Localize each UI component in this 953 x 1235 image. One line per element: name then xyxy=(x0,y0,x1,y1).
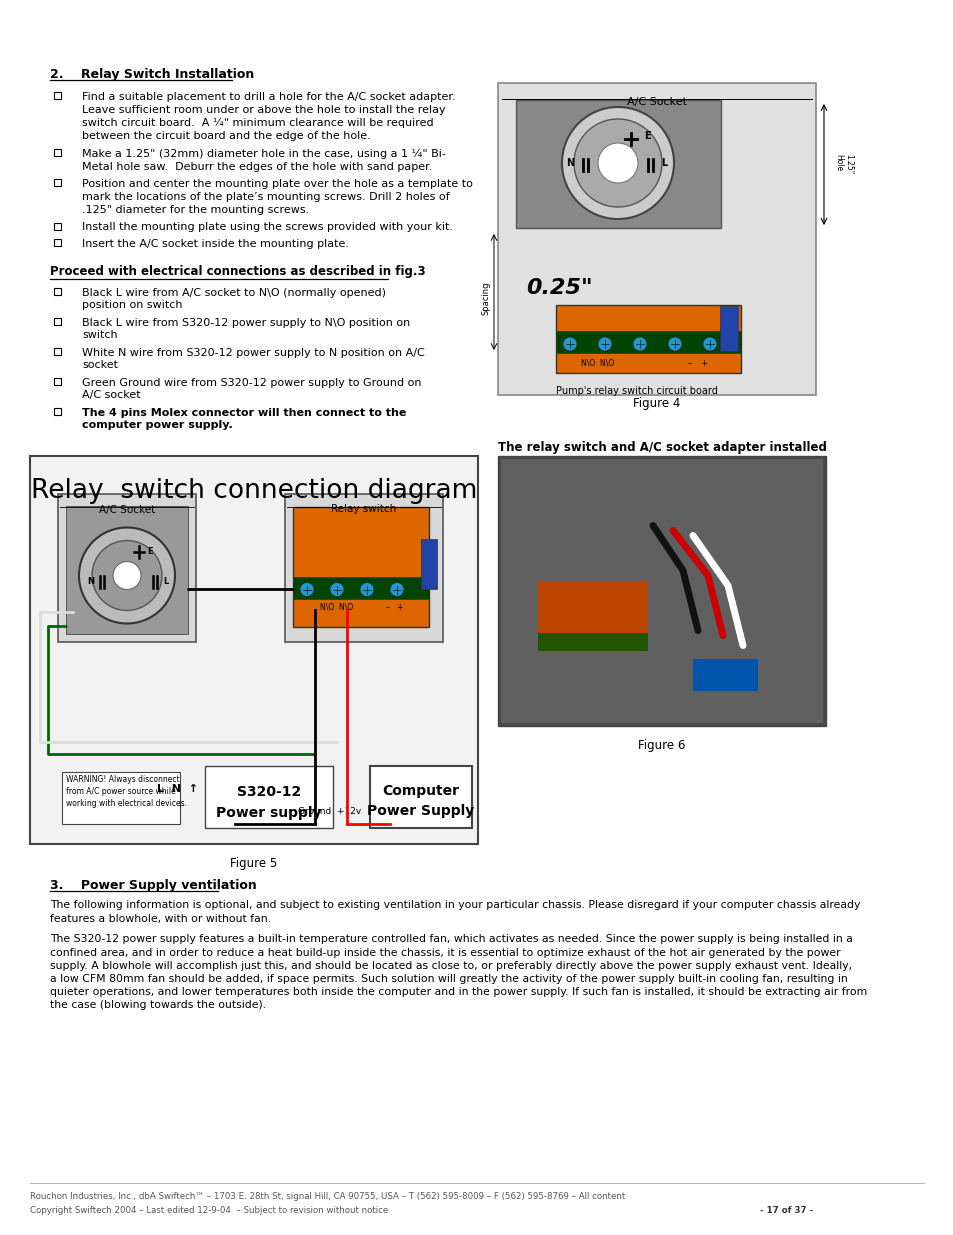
Circle shape xyxy=(561,107,673,219)
Bar xyxy=(500,458,822,722)
Circle shape xyxy=(79,527,174,624)
Text: E: E xyxy=(147,547,152,556)
Circle shape xyxy=(390,583,403,597)
Text: Figure 6: Figure 6 xyxy=(638,740,685,752)
Bar xyxy=(54,288,61,294)
Bar xyxy=(293,506,429,626)
Bar xyxy=(497,83,815,395)
Text: S320-12: S320-12 xyxy=(236,785,301,799)
Bar xyxy=(537,580,647,651)
Text: Install the mounting plate using the screws provided with your kit.: Install the mounting plate using the scr… xyxy=(82,222,453,232)
Text: Insert the A/C socket inside the mounting plate.: Insert the A/C socket inside the mountin… xyxy=(82,240,349,249)
Circle shape xyxy=(574,119,661,207)
Text: Position and center the mounting plate over the hole as a template to
mark the l: Position and center the mounting plate o… xyxy=(82,179,473,215)
Text: Pump's relay switch circuit board: Pump's relay switch circuit board xyxy=(556,387,718,396)
Text: The 4 pins Molex connector will then connect to the
computer power supply.: The 4 pins Molex connector will then con… xyxy=(82,408,406,430)
Text: –   +: – + xyxy=(386,603,403,613)
Circle shape xyxy=(633,337,646,351)
Text: L  N  ↑: L N ↑ xyxy=(157,783,198,794)
Text: Rouchon Industries, Inc., dbA Swiftech™ – 1703 E. 28th St, signal Hill, CA 90755: Rouchon Industries, Inc., dbA Swiftech™ … xyxy=(30,1192,624,1200)
Text: Computer: Computer xyxy=(382,783,459,798)
Text: –    +: – + xyxy=(687,358,707,368)
Circle shape xyxy=(112,562,141,589)
Bar xyxy=(205,766,333,827)
Circle shape xyxy=(359,583,374,597)
Bar xyxy=(556,331,740,353)
Text: Black L wire from S320-12 power supply to N\O position on
switch: Black L wire from S320-12 power supply t… xyxy=(82,317,410,341)
Bar xyxy=(497,456,825,725)
Text: L: L xyxy=(660,158,666,168)
Bar xyxy=(30,456,477,844)
Bar xyxy=(54,149,61,156)
Text: The S320-12 power supply features a built-in temperature controlled fan, which a: The S320-12 power supply features a buil… xyxy=(50,935,866,1010)
Bar xyxy=(54,408,61,415)
Text: Proceed with electrical connections as described in fig.3: Proceed with electrical connections as d… xyxy=(50,266,425,279)
Circle shape xyxy=(330,583,344,597)
Text: Power Supply: Power Supply xyxy=(367,804,475,818)
Bar xyxy=(516,100,720,228)
Circle shape xyxy=(562,337,577,351)
Bar xyxy=(54,179,61,186)
Bar xyxy=(54,222,61,230)
Text: 2.    Relay Switch Installation: 2. Relay Switch Installation xyxy=(50,68,254,82)
Circle shape xyxy=(299,583,314,597)
Bar xyxy=(556,305,740,373)
Text: Relay switch: Relay switch xyxy=(331,505,396,515)
Bar xyxy=(293,577,429,599)
Text: E: E xyxy=(643,131,650,141)
Bar xyxy=(420,538,436,589)
Text: Find a suitable placement to drill a hole for the A/C socket adapter.
Leave suff: Find a suitable placement to drill a hol… xyxy=(82,91,456,141)
Bar xyxy=(66,505,188,634)
Text: Figure 5: Figure 5 xyxy=(230,857,277,871)
Text: A/C Socket: A/C Socket xyxy=(99,505,155,515)
Bar xyxy=(537,632,647,651)
Text: N: N xyxy=(565,158,574,168)
Bar xyxy=(720,306,738,351)
Text: N: N xyxy=(87,577,94,585)
Text: White N wire from S320-12 power supply to N position on A/C
socket: White N wire from S320-12 power supply t… xyxy=(82,347,424,370)
Bar xyxy=(54,317,61,325)
Bar xyxy=(54,378,61,384)
Bar xyxy=(370,766,472,827)
Text: A/C Socket: A/C Socket xyxy=(626,98,686,107)
Circle shape xyxy=(598,143,638,183)
Bar xyxy=(62,772,180,824)
Text: L: L xyxy=(163,577,168,585)
Text: The following information is optional, and subject to existing ventilation in yo: The following information is optional, a… xyxy=(50,900,860,924)
Text: - 17 of 37 -: - 17 of 37 - xyxy=(760,1207,812,1215)
Bar xyxy=(58,494,195,641)
Text: Relay  switch connection diagram: Relay switch connection diagram xyxy=(30,478,476,504)
Bar xyxy=(692,658,758,690)
Text: Power supply: Power supply xyxy=(216,805,321,820)
Text: 3.    Power Supply ventilation: 3. Power Supply ventilation xyxy=(50,878,256,892)
Bar xyxy=(54,91,61,99)
Circle shape xyxy=(667,337,681,351)
Text: 0.25": 0.25" xyxy=(525,278,592,298)
Text: N\O  N\O: N\O N\O xyxy=(580,358,614,368)
Bar xyxy=(54,347,61,354)
Text: Copyright Swiftech 2004 – Last edited 12-9-04  – Subject to revision without not: Copyright Swiftech 2004 – Last edited 12… xyxy=(30,1207,388,1215)
Circle shape xyxy=(702,337,717,351)
Bar xyxy=(285,494,442,641)
Circle shape xyxy=(598,337,612,351)
Text: WARNING! Always disconnect
from A/C power source while
working with electrical d: WARNING! Always disconnect from A/C powe… xyxy=(66,776,187,808)
Text: Make a 1.25" (32mm) diameter hole in the case, using a 1 ¼" Bi-
Metal hole saw. : Make a 1.25" (32mm) diameter hole in the… xyxy=(82,149,445,172)
Text: Ground  +12v: Ground +12v xyxy=(298,806,361,816)
Text: Figure 4: Figure 4 xyxy=(633,396,680,410)
Text: Spacing: Spacing xyxy=(481,282,490,315)
Circle shape xyxy=(91,541,162,610)
Text: Green Ground wire from S320-12 power supply to Ground on
A/C socket: Green Ground wire from S320-12 power sup… xyxy=(82,378,421,400)
Text: N\O  N\O: N\O N\O xyxy=(320,603,354,613)
Text: 1.25"
Hole: 1.25" Hole xyxy=(833,154,853,174)
Text: The relay switch and A/C socket adapter installed: The relay switch and A/C socket adapter … xyxy=(497,441,825,453)
Text: Black L wire from A/C socket to N\O (normally opened)
position on switch: Black L wire from A/C socket to N\O (nor… xyxy=(82,288,386,310)
Bar xyxy=(54,240,61,246)
